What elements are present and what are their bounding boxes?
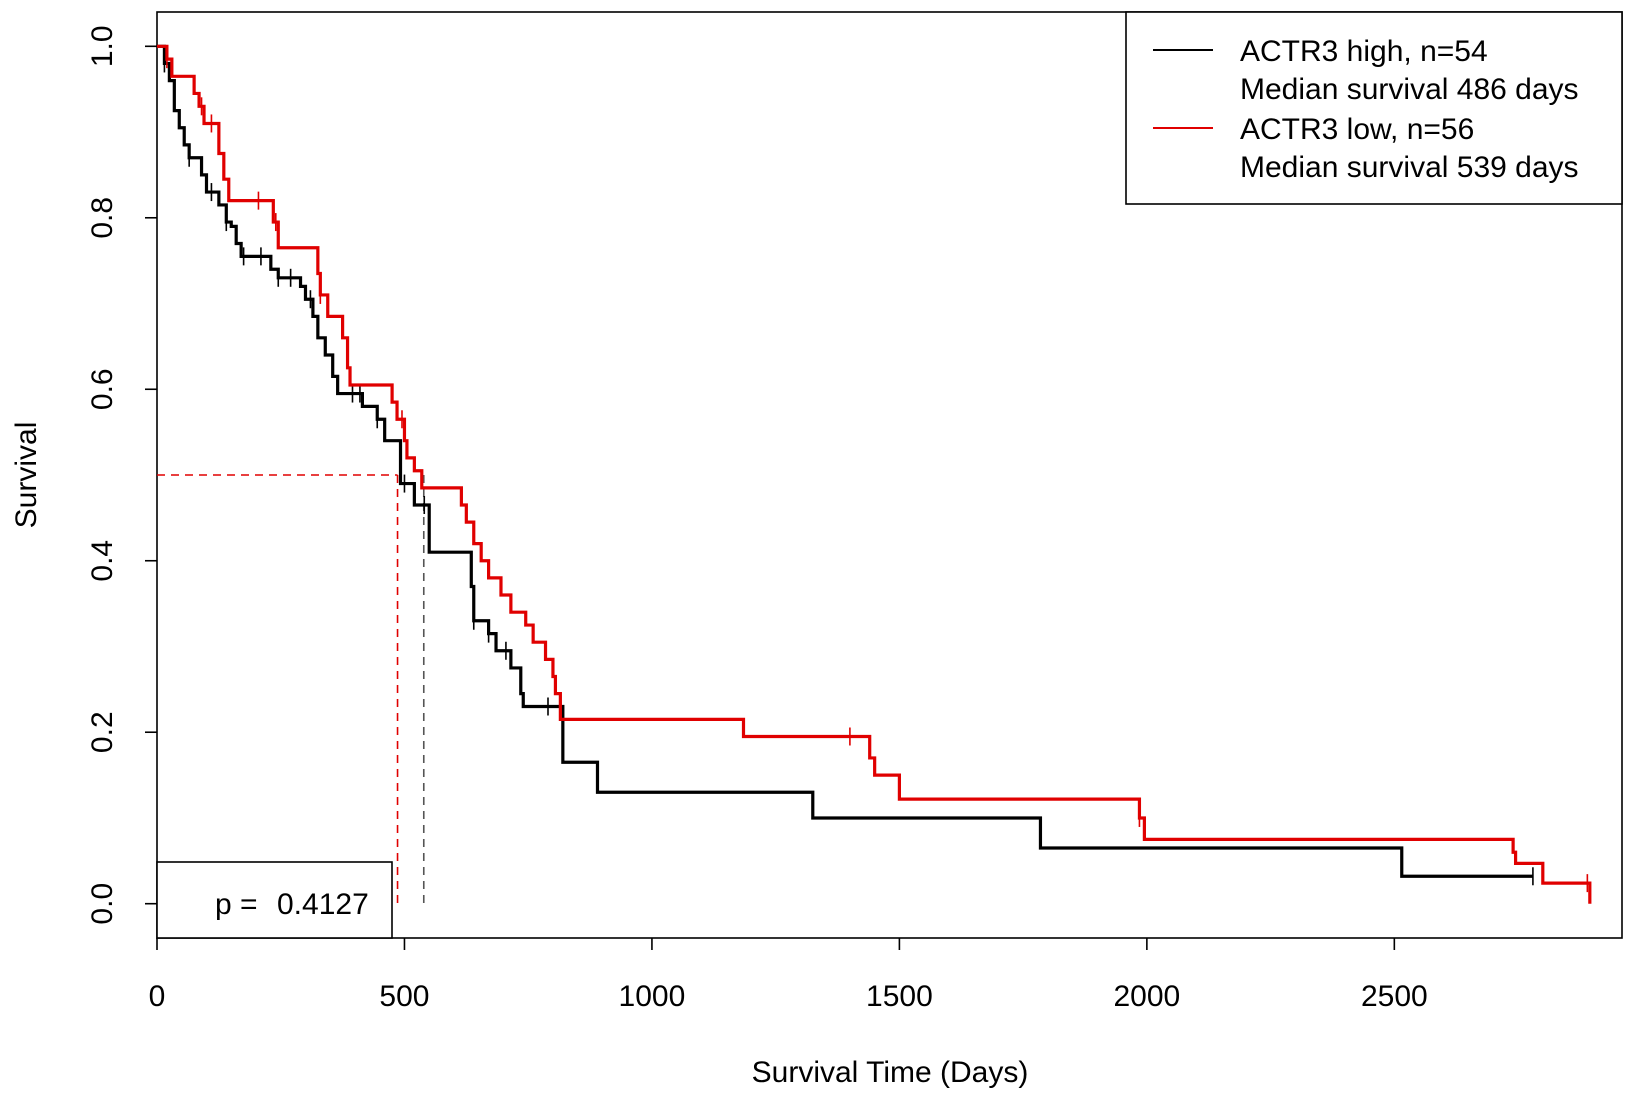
y-tick-label: 0.4 xyxy=(86,540,119,582)
y-tick-label: 0.6 xyxy=(86,368,119,410)
x-tick-label: 2000 xyxy=(1113,980,1180,1013)
y-tick-label: 0.8 xyxy=(86,197,119,239)
x-tick-label: 500 xyxy=(379,980,429,1013)
x-tick-label: 2500 xyxy=(1361,980,1428,1013)
p-value-prefix: p = xyxy=(215,888,258,921)
series-layer xyxy=(157,44,1592,904)
legend-label-low: ACTR3 low, n=56 xyxy=(1240,113,1474,146)
legend-median-high: Median survival 486 days xyxy=(1240,73,1579,106)
x-tick-label: 0 xyxy=(149,980,166,1013)
p-value-box: p = 0.4127 xyxy=(156,861,393,939)
p-value-number: 0.4127 xyxy=(277,888,369,921)
legend: ACTR3 high, n=54 Median survival 486 day… xyxy=(1125,11,1623,205)
survival-curve-low xyxy=(157,44,1592,904)
p-value-frame xyxy=(156,861,393,939)
x-tick-label: 1000 xyxy=(619,980,686,1013)
y-tick-label: 0.2 xyxy=(86,711,119,753)
x-tick-label: 1500 xyxy=(866,980,933,1013)
legend-median-low: Median survival 539 days xyxy=(1240,151,1579,184)
y-tick-label: 1.0 xyxy=(86,25,119,67)
legend-frame xyxy=(1125,11,1623,205)
x-axis: 0 500 1000 1500 2000 2500 xyxy=(149,938,1428,1013)
median-reference-lines xyxy=(157,474,425,904)
survival-curve-high xyxy=(157,44,1533,878)
y-tick-label: 0.0 xyxy=(86,883,119,925)
y-axis: 0.0 0.2 0.4 0.6 0.8 1.0 xyxy=(86,25,157,925)
y-axis-label: Survival xyxy=(10,422,43,529)
x-axis-label: Survival Time (Days) xyxy=(752,1056,1029,1089)
legend-label-high: ACTR3 high, n=54 xyxy=(1240,35,1488,68)
